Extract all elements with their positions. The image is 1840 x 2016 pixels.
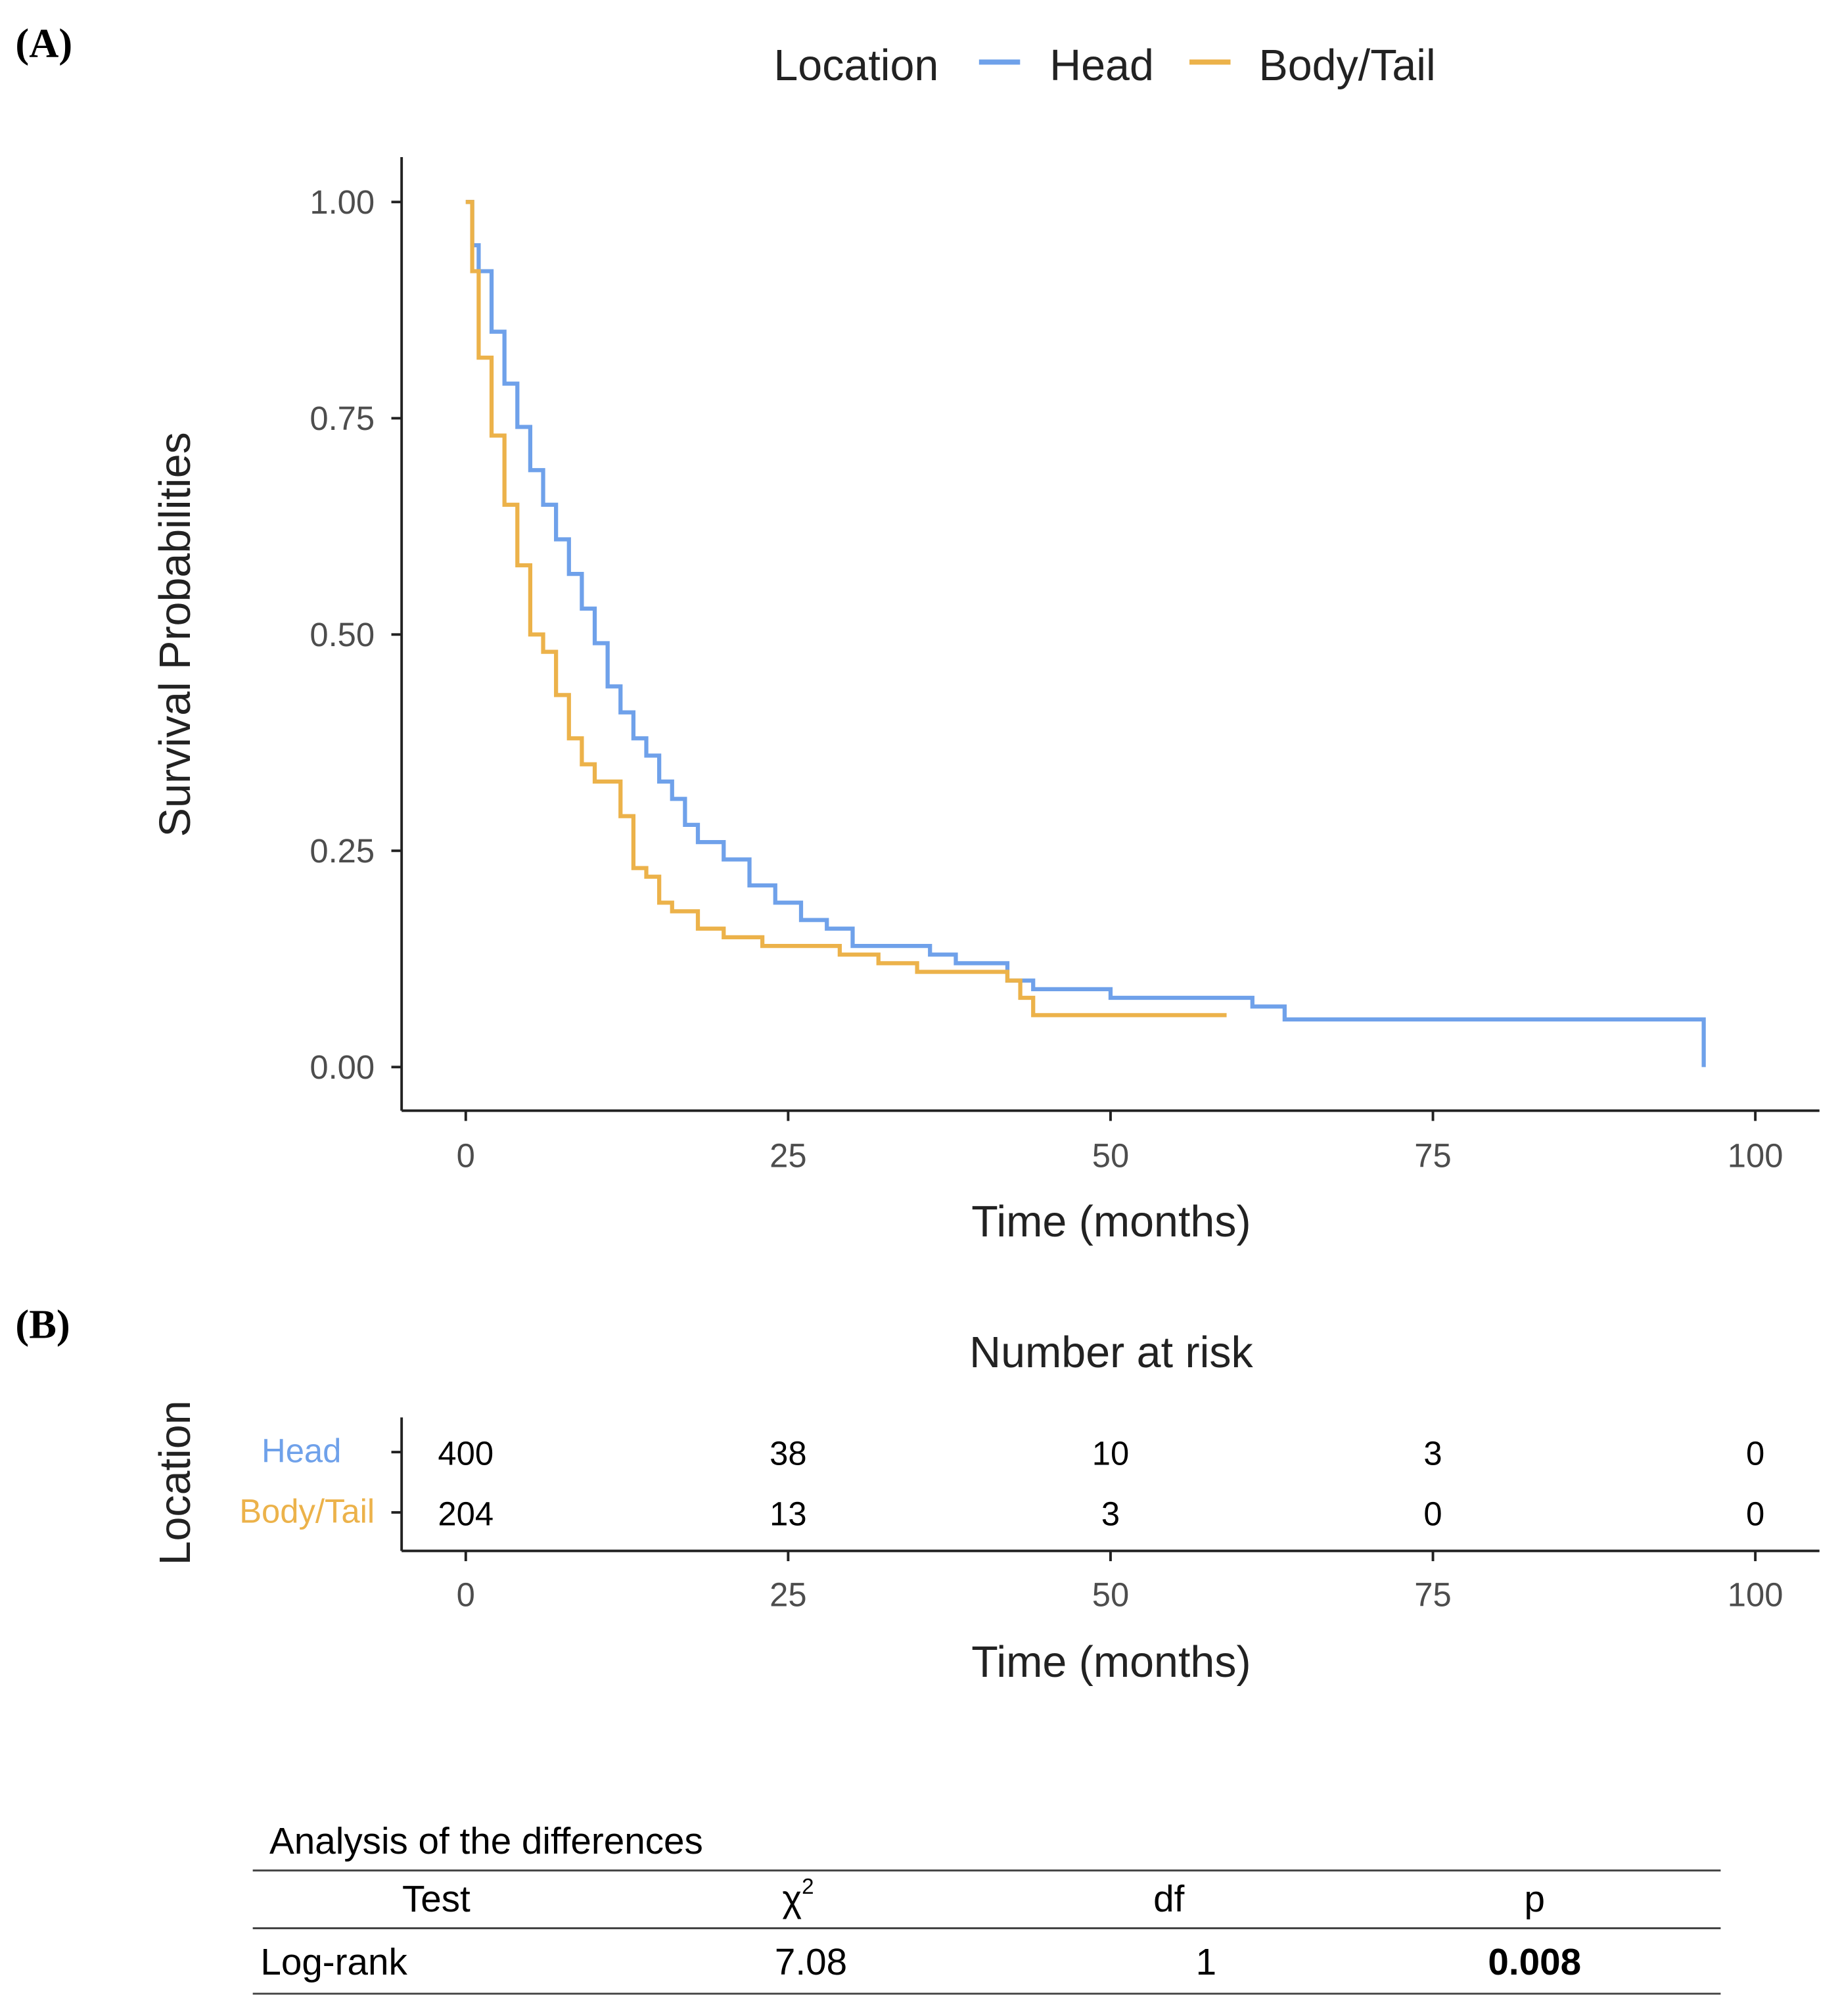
risk-value: 10 — [1092, 1435, 1129, 1472]
risk-value: 13 — [770, 1495, 806, 1532]
stats-caption: Analysis of the differences — [269, 1820, 703, 1862]
stats-header-chi: χ2 — [782, 1875, 814, 1919]
chi-symbol: χ — [782, 1878, 802, 1919]
risk-table: Number at risk Location Head Body/Tail 4… — [151, 1328, 1820, 1687]
y-tick-label: 0.75 — [310, 400, 375, 437]
y-tick-label: 1.00 — [310, 183, 375, 221]
stats-chi-value: 7.08 — [775, 1941, 847, 1982]
chi-superscript: 2 — [802, 1875, 814, 1899]
risk-value: 3 — [1423, 1435, 1442, 1472]
risk-table-title: Number at risk — [969, 1328, 1253, 1377]
risk-value: 400 — [438, 1435, 494, 1472]
survival-curve-head — [465, 200, 1706, 1067]
risk-x-tick-label: 25 — [770, 1576, 806, 1613]
stats-header-df: df — [1153, 1878, 1184, 1919]
risk-x-axis-title: Time (months) — [971, 1638, 1251, 1687]
risk-value: 3 — [1101, 1495, 1120, 1532]
panel-label-a: (A) — [15, 20, 72, 66]
risk-value: 38 — [770, 1435, 806, 1472]
survival-curve-body-tail — [465, 200, 1227, 1018]
panel-label-b: (B) — [15, 1301, 70, 1347]
y-tick-label: 0.50 — [310, 616, 375, 653]
y-tick-label: 0.00 — [310, 1048, 375, 1086]
risk-x-tick-label: 100 — [1728, 1576, 1783, 1613]
legend: Location Head Body/Tail — [773, 41, 1435, 90]
risk-x-tick-label: 75 — [1414, 1576, 1451, 1613]
x-tick-label: 0 — [457, 1137, 475, 1175]
stats-p-value: 0.008 — [1488, 1941, 1581, 1982]
legend-label-head: Head — [1049, 41, 1154, 90]
risk-x-tick-label: 50 — [1092, 1576, 1129, 1613]
risk-value: 0 — [1746, 1435, 1764, 1472]
stats-header-test: Test — [402, 1878, 471, 1919]
y-axis-title: Survival Probabilities — [151, 432, 200, 837]
stats-test-name: Log-rank — [260, 1941, 407, 1982]
risk-y-axis-title: Location — [151, 1400, 200, 1565]
risk-x-tick-label: 0 — [457, 1576, 475, 1613]
y-tick-label: 0.25 — [310, 832, 375, 870]
stats-table: Analysis of the differences Test χ2 df p… — [252, 1820, 1721, 1995]
risk-row-label-head: Head — [262, 1432, 341, 1470]
x-tick-label: 25 — [770, 1137, 806, 1175]
risk-value: 0 — [1423, 1495, 1442, 1532]
legend-title: Location — [773, 41, 938, 90]
risk-value: 0 — [1746, 1495, 1764, 1532]
risk-row-label-body-tail: Body/Tail — [239, 1492, 375, 1530]
risk-value: 204 — [438, 1495, 494, 1532]
stats-df-value: 1 — [1196, 1941, 1216, 1982]
survival-plot: 0.00 0.25 0.50 0.75 1.00 0 25 50 75 100 Survival … — [151, 156, 1820, 1246]
legend-label-body-tail: Body/Tail — [1258, 41, 1435, 90]
stats-header-p: p — [1525, 1878, 1545, 1919]
x-tick-label: 100 — [1728, 1137, 1783, 1175]
x-axis-title: Time (months) — [971, 1198, 1251, 1246]
x-tick-label: 75 — [1414, 1137, 1451, 1175]
x-tick-label: 50 — [1092, 1137, 1129, 1175]
